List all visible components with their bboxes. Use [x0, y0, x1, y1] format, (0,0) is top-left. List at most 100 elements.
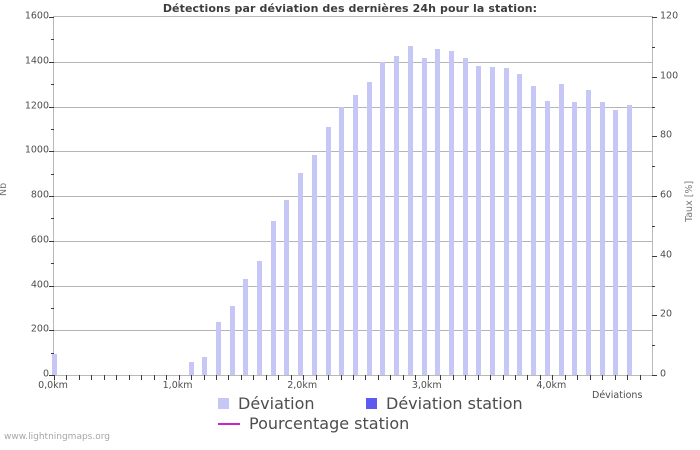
- x-tick: [465, 375, 467, 380]
- x-tick: [452, 375, 454, 380]
- bar: [572, 102, 578, 375]
- y-axis-label: 400: [30, 279, 49, 290]
- x-tick: [527, 375, 529, 380]
- legend-label-pourcentage-station: Pourcentage station: [249, 414, 410, 433]
- x-tick: [639, 375, 641, 380]
- x-tick: [91, 375, 93, 380]
- x-tick: [340, 375, 342, 380]
- x-tick: [315, 375, 317, 380]
- bar: [188, 361, 194, 375]
- x-axis-label: 3,0km: [411, 380, 442, 391]
- legend-swatch-deviation-station: [366, 398, 377, 409]
- chart-legend: Déviation Déviation station Pourcentage …: [0, 392, 700, 433]
- y2-axis-label: 0: [660, 368, 667, 380]
- x-tick: [539, 375, 541, 380]
- legend-item-pourcentage-station[interactable]: Pourcentage station: [218, 414, 409, 433]
- x-tick: [78, 375, 80, 380]
- y-tick-minor: [51, 128, 54, 130]
- plot-area: [49, 16, 657, 380]
- y-tick-major: [49, 61, 54, 63]
- y-tick-major: [49, 330, 54, 332]
- y2-tick-minor: [652, 285, 655, 287]
- x-tick: [265, 375, 267, 380]
- bar: [51, 353, 57, 375]
- legend-item-deviation-station[interactable]: Déviation station: [366, 394, 523, 413]
- x-tick: [191, 375, 193, 380]
- bar: [325, 126, 331, 375]
- y-tick-major: [49, 106, 54, 108]
- x-tick: [141, 375, 143, 380]
- legend-label-deviation-station: Déviation station: [386, 394, 523, 413]
- x-tick: [103, 375, 105, 380]
- bar: [517, 74, 523, 375]
- y2-tick-major: [652, 255, 657, 257]
- y2-tick-minor: [652, 345, 655, 347]
- y2-tick-minor: [652, 46, 655, 48]
- y2-tick-major: [652, 136, 657, 138]
- x-tick: [490, 375, 492, 380]
- x-tick: [290, 375, 292, 380]
- x-tick: [552, 375, 554, 380]
- y-tick-major: [49, 285, 54, 287]
- x-tick: [602, 375, 604, 380]
- bar: [448, 50, 454, 375]
- y-axis-label: 1200: [24, 100, 49, 111]
- y-axis-label: 0: [42, 368, 49, 380]
- y2-tick-minor: [652, 166, 655, 168]
- x-tick: [178, 375, 180, 380]
- y2-tick-major: [652, 196, 657, 197]
- legend-swatch-pourcentage-station: [218, 422, 240, 425]
- bar: [215, 322, 221, 375]
- x-tick: [477, 375, 479, 380]
- x-tick: [427, 375, 429, 380]
- y-tick-major: [49, 196, 54, 197]
- y-tick-major: [49, 17, 54, 18]
- bar: [599, 102, 605, 375]
- x-tick: [240, 375, 242, 380]
- x-tick: [377, 375, 379, 380]
- y-tick-major: [49, 151, 54, 153]
- bar: [352, 95, 358, 375]
- y-axis-label: 200: [30, 323, 49, 335]
- x-axis-title: Déviations: [592, 390, 643, 401]
- x-tick: [564, 375, 566, 380]
- watermark: www.lightningmaps.org: [4, 432, 110, 442]
- y-axis-label: 1000: [24, 144, 49, 156]
- bar: [407, 46, 413, 375]
- bar: [613, 109, 619, 375]
- y2-axis-label: 60: [660, 189, 673, 201]
- x-tick: [116, 375, 118, 380]
- x-tick: [415, 375, 417, 380]
- bar: [585, 89, 591, 375]
- x-tick: [402, 375, 404, 380]
- bar: [270, 220, 276, 375]
- x-tick: [215, 375, 217, 380]
- y-tick-minor: [51, 84, 54, 86]
- bar: [366, 81, 372, 375]
- y2-tick-minor: [652, 225, 655, 227]
- bar: [243, 278, 249, 375]
- y-axis-label: 1400: [24, 55, 49, 67]
- y2-axis-label: 100: [660, 70, 679, 82]
- legend-item-deviation[interactable]: Déviation: [218, 394, 315, 413]
- x-tick: [166, 375, 168, 380]
- legend-swatch-deviation: [218, 398, 229, 409]
- y2-tick-major: [652, 315, 657, 317]
- bar: [257, 260, 263, 375]
- bar: [558, 84, 564, 375]
- x-tick: [66, 375, 68, 380]
- bar: [462, 58, 468, 375]
- x-tick: [440, 375, 442, 380]
- bar: [298, 172, 304, 375]
- x-tick: [228, 375, 230, 380]
- x-tick: [514, 375, 516, 380]
- x-tick: [365, 375, 367, 380]
- y2-tick-major: [652, 375, 657, 376]
- x-axis-label: 4,0km: [536, 380, 567, 391]
- x-tick: [278, 375, 280, 380]
- bar-series-deviation: [51, 17, 652, 375]
- bar: [435, 49, 441, 375]
- x-tick: [128, 375, 130, 380]
- y-axis-title-right: Taux [%]: [684, 180, 695, 222]
